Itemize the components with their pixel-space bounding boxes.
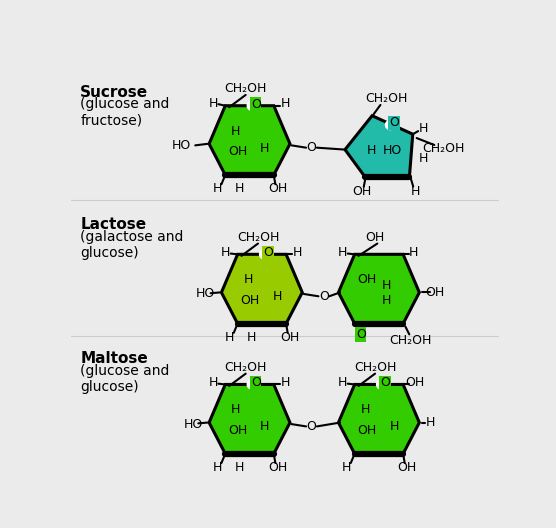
Circle shape	[247, 101, 256, 110]
Polygon shape	[221, 254, 302, 324]
Text: H: H	[208, 375, 217, 389]
Text: CH₂OH: CH₂OH	[365, 92, 408, 105]
Text: OH: OH	[398, 461, 416, 474]
Text: H: H	[260, 142, 270, 155]
Text: OH: OH	[425, 286, 444, 299]
Text: H: H	[337, 246, 347, 259]
Text: (galactose and
glucose): (galactose and glucose)	[80, 230, 183, 260]
Text: OH: OH	[268, 461, 287, 474]
Text: OH: OH	[229, 145, 247, 158]
Text: O: O	[251, 376, 261, 390]
Text: CH₂OH: CH₂OH	[390, 334, 432, 347]
Text: (glucose and
fructose): (glucose and fructose)	[80, 97, 170, 127]
Text: CH₂OH: CH₂OH	[225, 361, 267, 374]
Text: H: H	[281, 97, 290, 110]
Polygon shape	[339, 254, 419, 324]
Text: O: O	[389, 116, 399, 129]
Text: O: O	[356, 328, 366, 341]
Text: H: H	[409, 246, 419, 259]
Text: O: O	[380, 376, 390, 390]
Text: CH₂OH: CH₂OH	[423, 142, 465, 155]
Circle shape	[385, 120, 395, 129]
Text: H: H	[247, 331, 256, 344]
Text: OH: OH	[352, 185, 371, 197]
Text: H: H	[382, 279, 391, 291]
Text: OH: OH	[358, 273, 377, 286]
Text: HO: HO	[171, 139, 191, 152]
Text: O: O	[251, 98, 261, 111]
Text: H: H	[390, 420, 399, 433]
Text: Maltose: Maltose	[80, 351, 148, 366]
Text: O: O	[263, 246, 273, 259]
Text: H: H	[281, 375, 290, 389]
Text: Lactose: Lactose	[80, 218, 146, 232]
Text: H: H	[366, 144, 376, 157]
Text: H: H	[260, 420, 270, 433]
Polygon shape	[345, 116, 413, 177]
Circle shape	[247, 380, 256, 389]
Text: H: H	[221, 246, 230, 259]
Text: OH: OH	[405, 375, 424, 389]
Text: OH: OH	[241, 294, 260, 307]
Text: HO: HO	[183, 418, 203, 431]
Text: CH₂OH: CH₂OH	[237, 231, 279, 244]
Text: CH₂OH: CH₂OH	[354, 361, 396, 374]
Text: H: H	[411, 185, 420, 197]
Polygon shape	[209, 106, 290, 175]
Text: OH: OH	[365, 231, 385, 244]
Text: H: H	[382, 294, 391, 307]
Text: H: H	[244, 273, 252, 286]
Text: OH: OH	[229, 424, 247, 437]
Text: H: H	[425, 416, 435, 429]
Text: H: H	[419, 153, 428, 165]
Text: HO: HO	[196, 287, 215, 300]
Text: O: O	[306, 420, 316, 433]
Polygon shape	[339, 384, 419, 454]
Circle shape	[260, 250, 269, 259]
Polygon shape	[209, 384, 290, 454]
Text: H: H	[225, 331, 235, 344]
Circle shape	[376, 380, 386, 389]
Text: H: H	[419, 121, 428, 135]
Text: H: H	[293, 246, 302, 259]
Text: (glucose and
glucose): (glucose and glucose)	[80, 364, 170, 394]
Text: H: H	[235, 461, 244, 474]
Text: H: H	[208, 97, 217, 110]
Text: H: H	[231, 125, 240, 138]
Text: H: H	[360, 403, 370, 417]
Circle shape	[355, 328, 363, 336]
Text: CH₂OH: CH₂OH	[225, 82, 267, 95]
Text: H: H	[213, 461, 222, 474]
Text: H: H	[213, 182, 222, 195]
Text: O: O	[319, 290, 329, 303]
Text: OH: OH	[280, 331, 300, 344]
Text: OH: OH	[358, 424, 377, 437]
Text: O: O	[306, 141, 316, 154]
Text: OH: OH	[268, 182, 287, 195]
Text: Sucrose: Sucrose	[80, 85, 148, 100]
Text: H: H	[342, 461, 351, 474]
Text: H: H	[337, 375, 347, 389]
Text: H: H	[272, 290, 282, 303]
Text: H: H	[235, 182, 244, 195]
Text: H: H	[231, 403, 240, 417]
Text: HO: HO	[383, 144, 403, 157]
